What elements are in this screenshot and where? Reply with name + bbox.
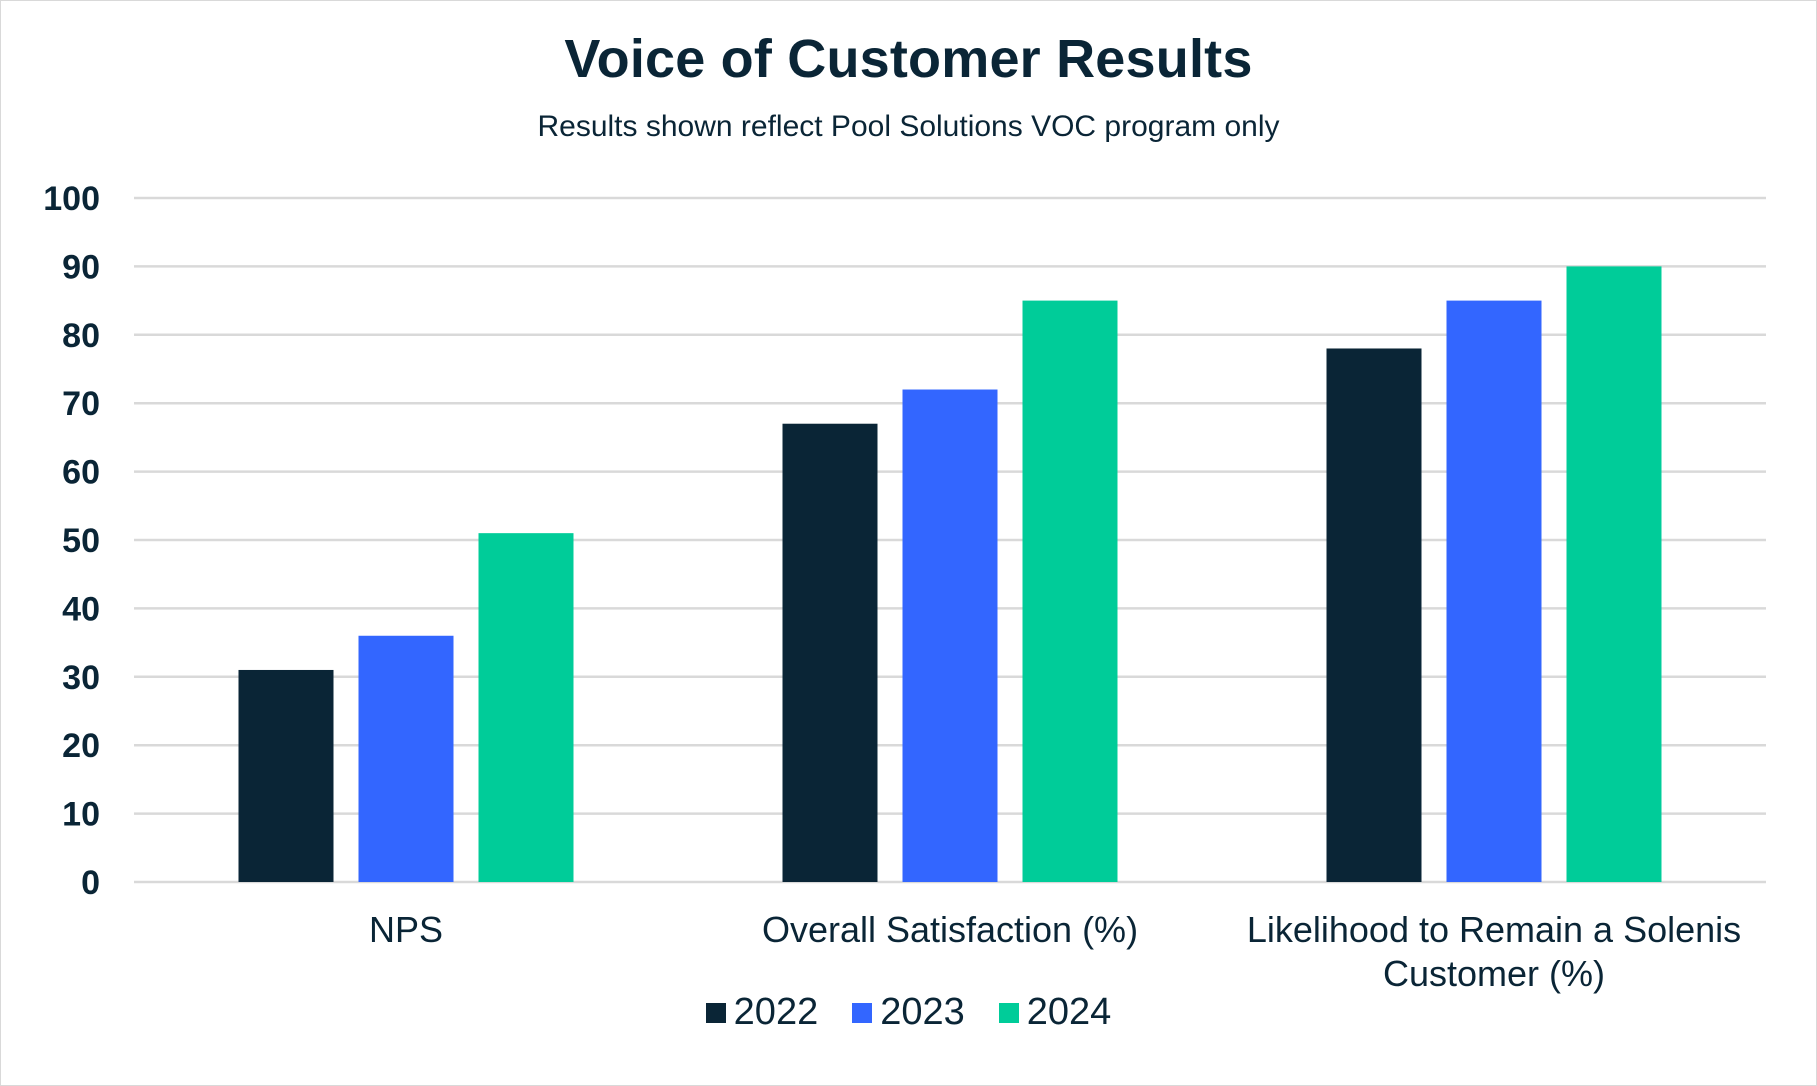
y-tick-label: 80 <box>62 317 100 355</box>
x-category-label: NPS <box>369 909 443 950</box>
x-category-label: Customer (%) <box>1383 953 1605 994</box>
legend-item-2023: 2023 <box>852 991 965 1034</box>
y-tick-label: 50 <box>62 522 100 560</box>
y-tick-label: 20 <box>62 727 100 765</box>
x-category-label: Overall Satisfaction (%) <box>762 909 1138 950</box>
legend-label-2022: 2022 <box>733 991 819 1033</box>
legend-item-2024: 2024 <box>998 991 1112 1034</box>
y-tick-label: 40 <box>62 590 100 628</box>
chart-title: Voice of Customer Results <box>564 29 1253 89</box>
y-tick-label: 60 <box>62 454 100 492</box>
y-tick-label: 70 <box>62 385 100 423</box>
y-tick-label: 90 <box>62 248 100 286</box>
bar-2022-1 <box>238 669 334 882</box>
y-tick-label: 100 <box>43 180 100 218</box>
bar-2023-3 <box>1446 300 1542 883</box>
y-tick-label: 10 <box>62 796 100 834</box>
bar-2023-1 <box>358 635 454 882</box>
bar-2024-2 <box>1022 300 1118 883</box>
legend-swatch-2022 <box>705 1002 726 1023</box>
legend: 2022 2023 2024 <box>0 991 1817 1034</box>
y-tick-label: 30 <box>62 659 100 697</box>
legend-swatch-2024 <box>998 1002 1019 1023</box>
bar-2024-3 <box>1566 266 1662 882</box>
legend-swatch-2023 <box>852 1002 873 1023</box>
x-category-label: Likelihood to Remain a Solenis <box>1247 909 1741 950</box>
legend-label-2024: 2024 <box>1026 991 1112 1033</box>
bar-2022-2 <box>782 423 878 882</box>
legend-item-2022: 2022 <box>705 991 819 1034</box>
bar-2023-2 <box>902 389 998 882</box>
bar-2022-3 <box>1326 348 1422 883</box>
y-tick-label: 0 <box>81 864 100 902</box>
legend-label-2023: 2023 <box>880 991 965 1033</box>
chart-subtitle: Results shown reflect Pool Solutions VOC… <box>537 110 1280 143</box>
bar-2024-1 <box>478 533 574 882</box>
